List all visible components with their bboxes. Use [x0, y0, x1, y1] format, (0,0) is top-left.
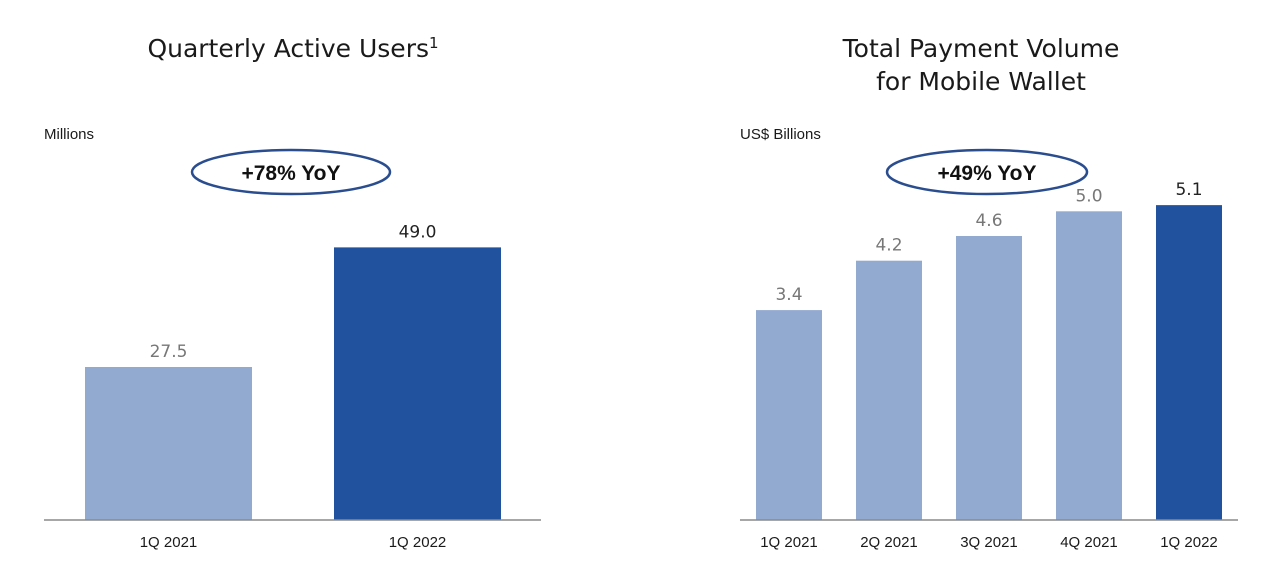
yoy-callout: +49% YoY [885, 148, 1089, 196]
bar-1q-2021 [85, 367, 252, 520]
x-axis-ticks: 1Q 2021 2Q 2021 3Q 2021 4Q 2021 1Q 2022 [760, 534, 1218, 551]
callout-text: +49% YoY [937, 162, 1036, 185]
unit-label: US$ Billions [740, 126, 821, 143]
data-label: 3.4 [775, 285, 802, 305]
x-tick-label: 1Q 2022 [1160, 534, 1218, 551]
data-label: 4.6 [975, 211, 1002, 231]
unit-label: Millions [44, 126, 94, 143]
chart-title: Quarterly Active Users1 [147, 34, 438, 63]
x-tick-label: 4Q 2021 [1060, 534, 1118, 551]
callout-ellipse [190, 148, 392, 196]
total-payment-volume-chart: Total Payment Volume for Mobile Wallet U… [740, 34, 1238, 551]
bar-2q-2021 [856, 260, 922, 520]
yoy-callout: +78% YoY [190, 148, 392, 196]
bar-1q-2022 [1156, 205, 1222, 520]
data-label: 49.0 [399, 222, 437, 242]
data-label: 5.0 [1075, 186, 1102, 206]
data-label: 27.5 [150, 342, 188, 362]
x-tick-label: 1Q 2022 [389, 534, 447, 551]
chart-title: Total Payment Volume [842, 34, 1120, 63]
chart-title-line-1: Total Payment Volume [842, 34, 1120, 63]
chart-title-line-2: for Mobile Wallet [876, 67, 1086, 96]
bar-1q-2022 [334, 247, 501, 520]
bar-4q-2021 [1056, 211, 1122, 520]
bar-1q-2021 [756, 310, 822, 520]
bars: 3.4 4.2 4.6 5.0 5.1 [756, 180, 1222, 520]
bar-3q-2021 [956, 236, 1022, 520]
quarterly-active-users-chart: Quarterly Active Users1 Millions +78% Yo… [44, 34, 541, 551]
x-tick-label: 1Q 2021 [760, 534, 818, 551]
data-label: 5.1 [1175, 180, 1202, 200]
bars: 27.5 49.0 [85, 222, 501, 520]
title-superscript: 1 [429, 34, 439, 52]
callout-text: +78% YoY [241, 162, 340, 185]
x-axis-ticks: 1Q 2021 1Q 2022 [140, 534, 447, 551]
callout-ellipse [885, 148, 1089, 196]
x-tick-label: 3Q 2021 [960, 534, 1018, 551]
data-label: 4.2 [875, 236, 902, 256]
x-tick-label: 1Q 2021 [140, 534, 198, 551]
x-tick-label: 2Q 2021 [860, 534, 918, 551]
